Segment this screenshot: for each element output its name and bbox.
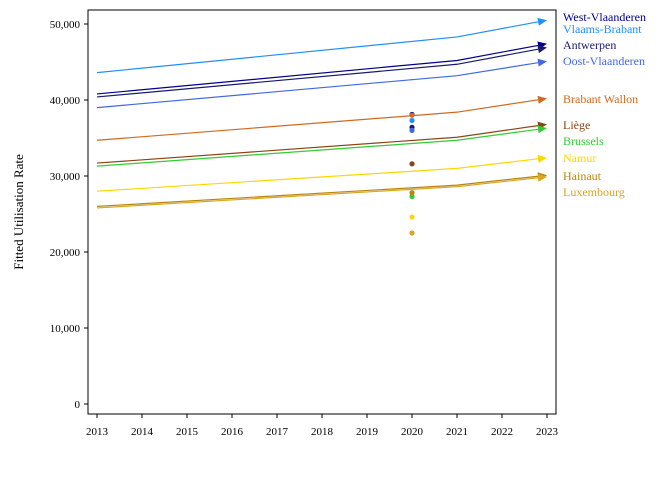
series-arrow-luxembourg	[537, 173, 547, 182]
x-tick-label: 2017	[266, 426, 289, 438]
series-label-hainaut: Hainaut	[563, 169, 602, 183]
series-line-antwerpen	[96, 48, 539, 98]
series-label-brussels: Brussels	[563, 134, 604, 148]
x-axis: 2013 2014 2015 2016 2017 2018 2019 2020 2021 2022…	[86, 414, 559, 438]
observed-point-brabant-wallon	[409, 112, 415, 118]
series-line-brabant-wallon	[96, 99, 539, 141]
series-arrow-oost-vlaanderen	[537, 58, 547, 67]
series-lines	[96, 17, 547, 209]
x-tick-label: 2013	[86, 426, 109, 438]
x-tick-label: 2021	[446, 426, 468, 438]
observed-point-brussels	[409, 193, 415, 200]
series-arrow-brabant-wallon	[537, 95, 547, 104]
x-tick-label: 2019	[356, 426, 379, 438]
x-tick-label: 2014	[131, 426, 154, 438]
series-line-oost-vlaanderen	[96, 62, 539, 109]
observed-point-vlaams-brabant	[409, 117, 415, 124]
series-label-vlaams-brabant: Vlaams-Brabant	[563, 22, 642, 36]
observed-point-namur	[409, 214, 415, 220]
series-line-luxembourg	[96, 177, 539, 209]
series-arrow-vlaams-brabant	[537, 17, 547, 26]
y-tick-label: 20,000	[50, 247, 81, 259]
series-line-hainaut	[96, 175, 539, 207]
x-tick-label: 2020	[401, 426, 424, 438]
series-arrow-brussels	[537, 125, 547, 134]
series-label-namur: Namur	[563, 151, 596, 165]
x-tick-label: 2018	[311, 426, 334, 438]
x-tick-label: 2016	[221, 426, 244, 438]
observed-point-liege	[409, 161, 415, 167]
series-label-antwerpen: Antwerpen	[563, 38, 616, 52]
series-label-oost-vlaanderen: Oost-Vlaanderen	[563, 54, 645, 68]
y-axis: 0 10,000 20,000 30,000 40,000 50,000	[50, 19, 88, 411]
y-tick-label: 0	[75, 399, 81, 411]
series-label-brabant-wallon: Brabant Wallon	[563, 92, 638, 106]
series-arrow-antwerpen	[537, 45, 547, 54]
y-tick-label: 40,000	[50, 95, 81, 107]
y-tick-label: 30,000	[50, 171, 81, 183]
series-label-luxembourg: Luxembourg	[563, 185, 625, 199]
x-tick-label: 2023	[536, 426, 559, 438]
y-tick-label: 10,000	[50, 323, 81, 335]
x-tick-label: 2015	[176, 426, 199, 438]
y-tick-label: 50,000	[50, 19, 81, 31]
series-line-west-vlaanderen	[96, 44, 539, 95]
observed-point-oost-vlaanderen	[409, 127, 415, 133]
series-label-west-vlaanderen: West-Vlaanderen	[563, 10, 646, 24]
x-tick-label: 2022	[491, 426, 513, 438]
series-label-liege: Liège	[563, 118, 590, 132]
series-line-namur	[96, 158, 539, 192]
observed-point-luxembourg	[409, 230, 415, 236]
series-line-liege	[96, 125, 539, 164]
observed-point-hainaut	[409, 190, 415, 196]
series-line-brussels	[96, 128, 539, 167]
series-arrow-namur	[537, 154, 547, 163]
series-line-vlaams-brabant	[96, 21, 539, 74]
y-axis-title: Fitted Utilisation Rate	[11, 154, 26, 270]
observed-points	[409, 111, 415, 236]
